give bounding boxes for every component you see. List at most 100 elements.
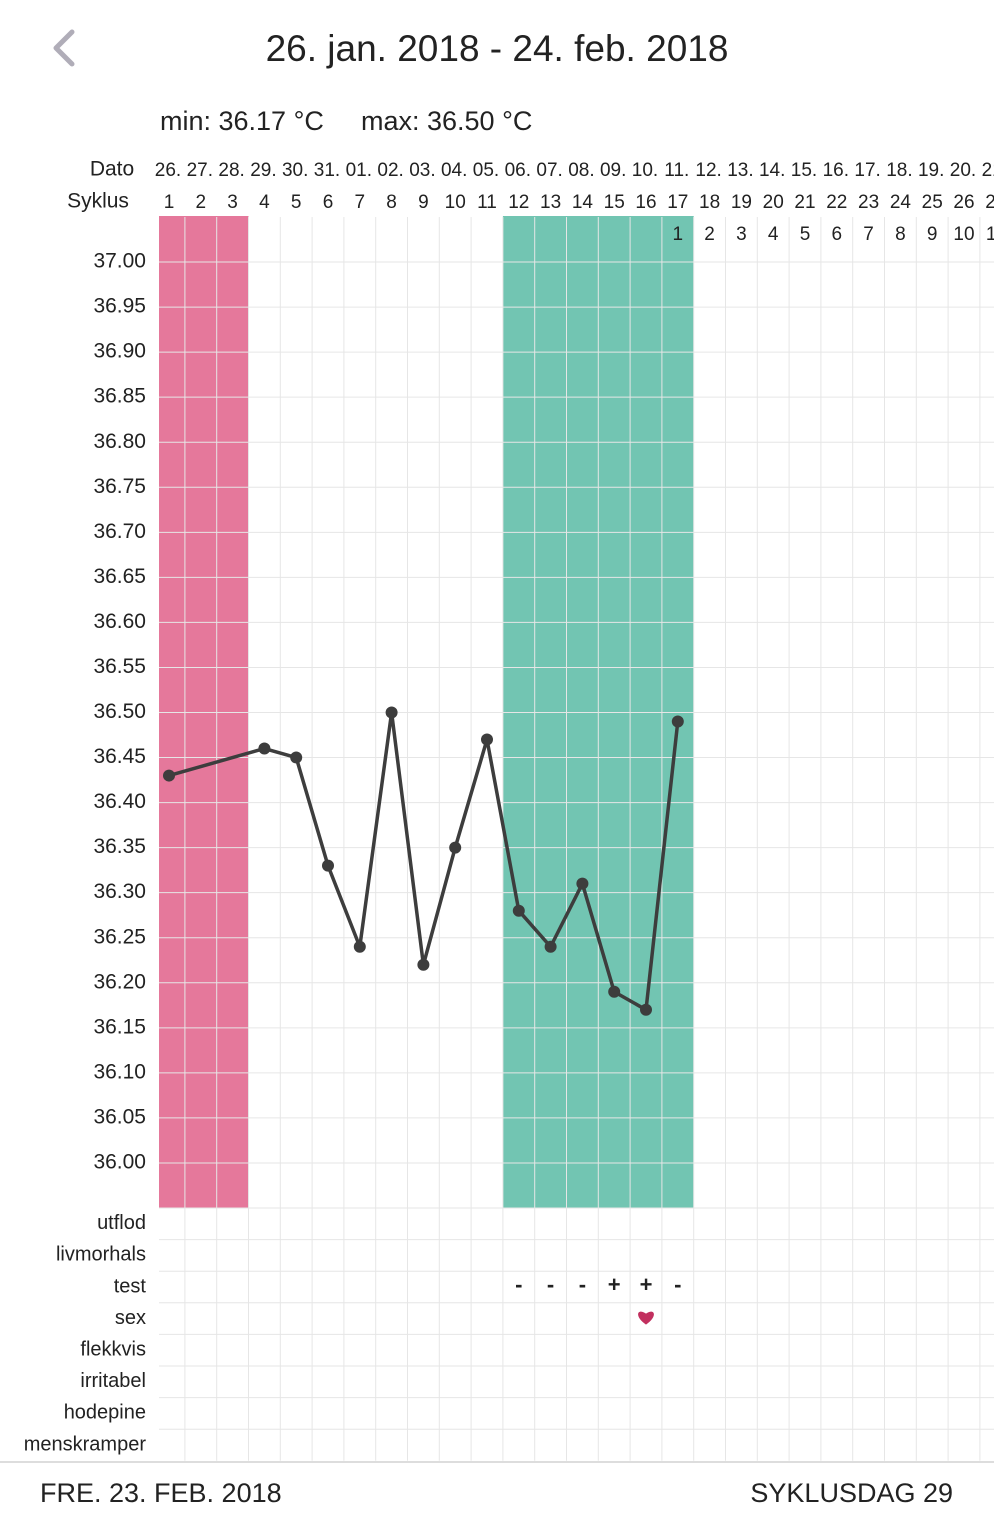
cycle-day-label: 27 xyxy=(985,192,994,213)
cycle-day-label: 5 xyxy=(291,192,302,213)
date-label: 08. xyxy=(568,160,594,181)
date-label: 02. xyxy=(377,160,403,181)
cycle-day-label: 20 xyxy=(763,192,784,213)
test-mark: - xyxy=(547,1272,554,1297)
cycle-day-label: 13 xyxy=(540,192,561,213)
cycle-day-label: 1 xyxy=(164,192,175,213)
next-cycle-day-label: 9 xyxy=(927,224,938,245)
symptom-label: livmorhals xyxy=(56,1244,146,1266)
cycle-day-label: 4 xyxy=(259,192,270,213)
date-label: 18. xyxy=(886,160,912,181)
cycle-day-label: 17 xyxy=(667,192,688,213)
temperature-point xyxy=(258,742,271,755)
cycle-row-label: Syklus xyxy=(67,190,129,213)
y-tick-label: 37.00 xyxy=(93,250,146,273)
heart xyxy=(638,1311,654,1325)
y-tick-label: 36.60 xyxy=(93,610,146,633)
y-tick-label: 36.35 xyxy=(93,835,146,858)
date-label: 29. xyxy=(250,160,276,181)
symptom-label: irritabel xyxy=(80,1370,146,1392)
date-label: 28. xyxy=(218,160,244,181)
y-tick-label: 36.85 xyxy=(93,385,146,408)
test-mark: + xyxy=(608,1272,621,1297)
symptom-label: sex xyxy=(115,1307,146,1329)
test-mark: - xyxy=(579,1272,586,1297)
date-label: 27. xyxy=(187,160,213,181)
date-label: 04. xyxy=(441,160,467,181)
symptom-label: flekkvis xyxy=(80,1338,146,1360)
cycle-day-label: 21 xyxy=(794,192,815,213)
date-label: 11. xyxy=(664,160,689,181)
footer-date: FRE. 23. FEB. 2018 xyxy=(40,1478,282,1508)
cycle-day-label: 24 xyxy=(890,192,912,213)
next-cycle-day-label: 3 xyxy=(736,224,747,245)
date-label: 21. xyxy=(982,160,994,181)
temperature-point xyxy=(671,715,684,728)
temperature-point xyxy=(163,769,175,782)
cycle-day-label: 18 xyxy=(699,192,720,213)
date-label: 26. xyxy=(155,160,181,181)
test-mark: - xyxy=(515,1272,522,1297)
test-mark: - xyxy=(674,1272,681,1297)
back-button[interactable] xyxy=(53,29,75,67)
temperature-point xyxy=(385,706,398,719)
cycle-day-label: 9 xyxy=(418,192,429,213)
date-label: 01. xyxy=(346,160,372,181)
y-tick-label: 36.50 xyxy=(93,700,146,723)
y-tick-label: 36.55 xyxy=(93,655,146,678)
temperature-point xyxy=(481,733,493,746)
temperature-point xyxy=(512,904,525,917)
title: 26. jan. 2018 - 24. feb. 2018 xyxy=(266,28,729,69)
cycle-day-label: 6 xyxy=(323,192,334,213)
date-label: 05. xyxy=(473,160,499,181)
cycle-day-label: 14 xyxy=(572,192,594,213)
symptom-label: menskramper xyxy=(24,1433,147,1455)
symptom-label: utflod xyxy=(97,1212,146,1234)
next-cycle-day-label: 11 xyxy=(986,224,994,245)
date-label: 12. xyxy=(695,160,721,181)
y-tick-label: 36.80 xyxy=(93,430,146,453)
cycle-day-label: 2 xyxy=(196,192,207,213)
date-label: 07. xyxy=(536,160,562,181)
y-tick-label: 36.00 xyxy=(93,1151,146,1174)
next-cycle-day-label: 5 xyxy=(800,224,811,245)
y-tick-label: 36.75 xyxy=(93,475,146,498)
temperature-point xyxy=(576,877,589,890)
date-label: 03. xyxy=(409,160,435,181)
next-cycle-day-label: 7 xyxy=(863,224,874,245)
date-label: 20. xyxy=(950,160,976,181)
test-mark: + xyxy=(640,1272,653,1297)
date-row-label: Dato xyxy=(90,158,134,181)
cycle-day-label: 15 xyxy=(604,192,625,213)
next-cycle-day-label: 4 xyxy=(768,224,779,245)
y-tick-label: 36.45 xyxy=(93,745,146,768)
cycle-day-label: 26 xyxy=(953,192,974,213)
y-tick-label: 36.25 xyxy=(93,925,146,948)
y-tick-label: 36.95 xyxy=(93,295,146,318)
temperature-point xyxy=(544,940,557,953)
cycle-day-label: 23 xyxy=(858,192,879,213)
temperature-point xyxy=(353,940,366,953)
cycle-day-label: 3 xyxy=(227,192,238,213)
date-label: 16. xyxy=(823,160,849,181)
temperature-point xyxy=(417,958,430,971)
date-label: 06. xyxy=(505,160,531,181)
temperature-point xyxy=(322,859,334,872)
max-temp: max: 36.50 °C xyxy=(361,106,532,136)
temperature-point xyxy=(290,751,303,764)
date-label: 17. xyxy=(854,160,880,181)
cycle-day-label: 19 xyxy=(731,192,752,213)
date-label: 14. xyxy=(759,160,785,181)
cycle-day-label: 22 xyxy=(826,192,847,213)
min-temp: min: 36.17 °C xyxy=(160,106,324,136)
cycle-day-label: 16 xyxy=(635,192,656,213)
cycle-day-label: 25 xyxy=(922,192,943,213)
cycle-day-label: 7 xyxy=(355,192,366,213)
y-tick-label: 36.05 xyxy=(93,1105,146,1128)
y-tick-label: 36.20 xyxy=(93,970,146,993)
y-tick-label: 36.70 xyxy=(93,520,146,543)
date-label: 13. xyxy=(727,160,753,181)
temperature-point xyxy=(640,1003,652,1016)
cycle-day-label: 12 xyxy=(508,192,529,213)
temperature-point xyxy=(449,841,462,854)
